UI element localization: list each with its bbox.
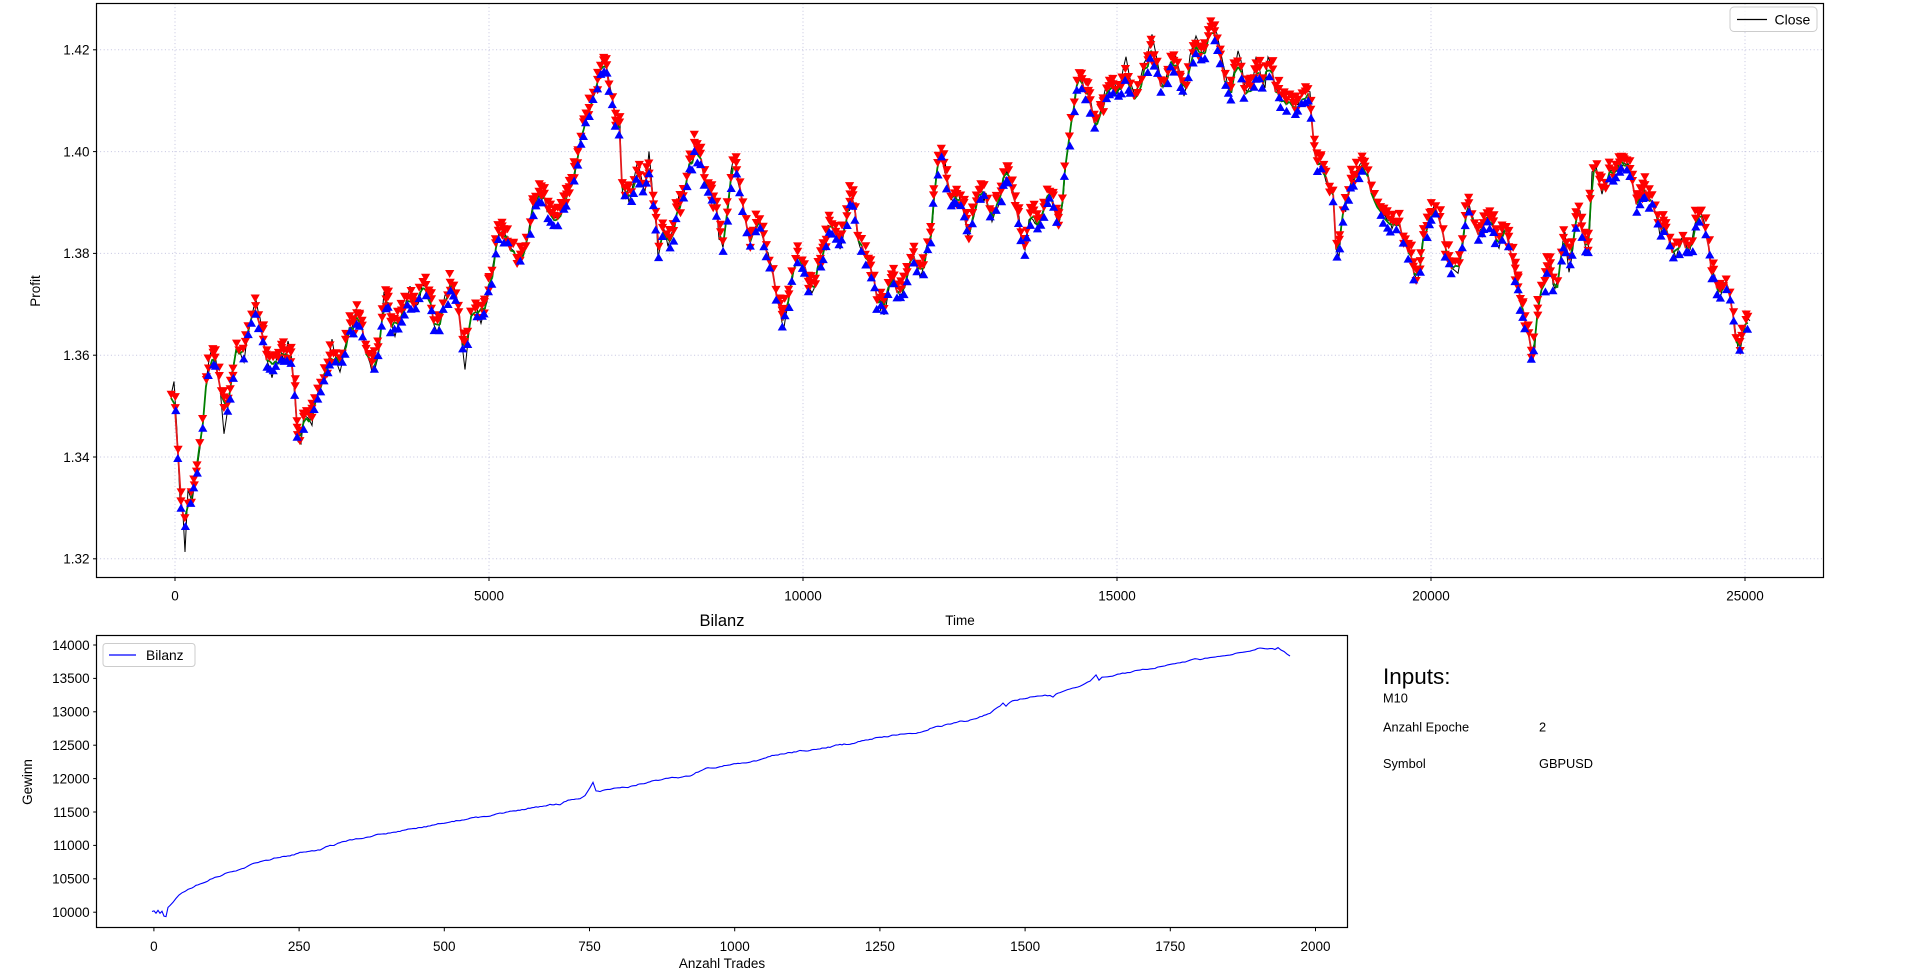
svg-text:11000: 11000 xyxy=(53,838,90,853)
svg-text:M10: M10 xyxy=(1383,691,1408,706)
svg-text:20000: 20000 xyxy=(1412,589,1450,604)
svg-text:1.32: 1.32 xyxy=(63,552,89,567)
svg-text:Bilanz: Bilanz xyxy=(700,612,745,630)
svg-text:750: 750 xyxy=(578,939,601,954)
svg-text:GBPUSD: GBPUSD xyxy=(1539,756,1593,771)
svg-text:Bilanz: Bilanz xyxy=(146,648,184,663)
svg-text:2000: 2000 xyxy=(1300,939,1330,954)
svg-text:1.36: 1.36 xyxy=(63,348,89,363)
svg-text:10500: 10500 xyxy=(52,872,90,887)
svg-text:15000: 15000 xyxy=(1098,589,1136,604)
svg-text:2: 2 xyxy=(1539,720,1546,735)
svg-text:11500: 11500 xyxy=(53,805,90,820)
svg-text:10000: 10000 xyxy=(52,905,90,920)
svg-text:Gewinn: Gewinn xyxy=(20,759,35,805)
svg-text:13000: 13000 xyxy=(52,705,90,720)
svg-text:1000: 1000 xyxy=(720,939,750,954)
svg-text:1.40: 1.40 xyxy=(63,144,89,159)
svg-text:1750: 1750 xyxy=(1155,939,1185,954)
svg-text:1.42: 1.42 xyxy=(63,43,89,58)
svg-text:Close: Close xyxy=(1775,11,1811,27)
svg-text:250: 250 xyxy=(288,939,311,954)
svg-text:500: 500 xyxy=(433,939,456,954)
svg-text:Profit: Profit xyxy=(28,275,43,307)
svg-text:12000: 12000 xyxy=(52,771,90,786)
svg-text:Anzahl Trades: Anzahl Trades xyxy=(679,956,766,971)
svg-text:10000: 10000 xyxy=(784,589,822,604)
svg-text:14000: 14000 xyxy=(52,638,90,653)
svg-text:25000: 25000 xyxy=(1726,589,1764,604)
svg-text:Inputs:: Inputs: xyxy=(1383,664,1451,689)
svg-text:13500: 13500 xyxy=(52,671,90,686)
svg-text:Symbol: Symbol xyxy=(1383,756,1426,771)
svg-text:1500: 1500 xyxy=(1010,939,1040,954)
svg-text:12500: 12500 xyxy=(52,738,90,753)
svg-text:1.34: 1.34 xyxy=(63,450,90,465)
svg-text:1250: 1250 xyxy=(865,939,895,954)
svg-text:0: 0 xyxy=(171,589,179,604)
svg-text:Time: Time xyxy=(945,613,975,628)
svg-text:0: 0 xyxy=(150,939,158,954)
svg-text:5000: 5000 xyxy=(474,589,504,604)
svg-text:1.38: 1.38 xyxy=(63,246,89,261)
svg-text:Anzahl Epoche: Anzahl Epoche xyxy=(1383,720,1469,735)
